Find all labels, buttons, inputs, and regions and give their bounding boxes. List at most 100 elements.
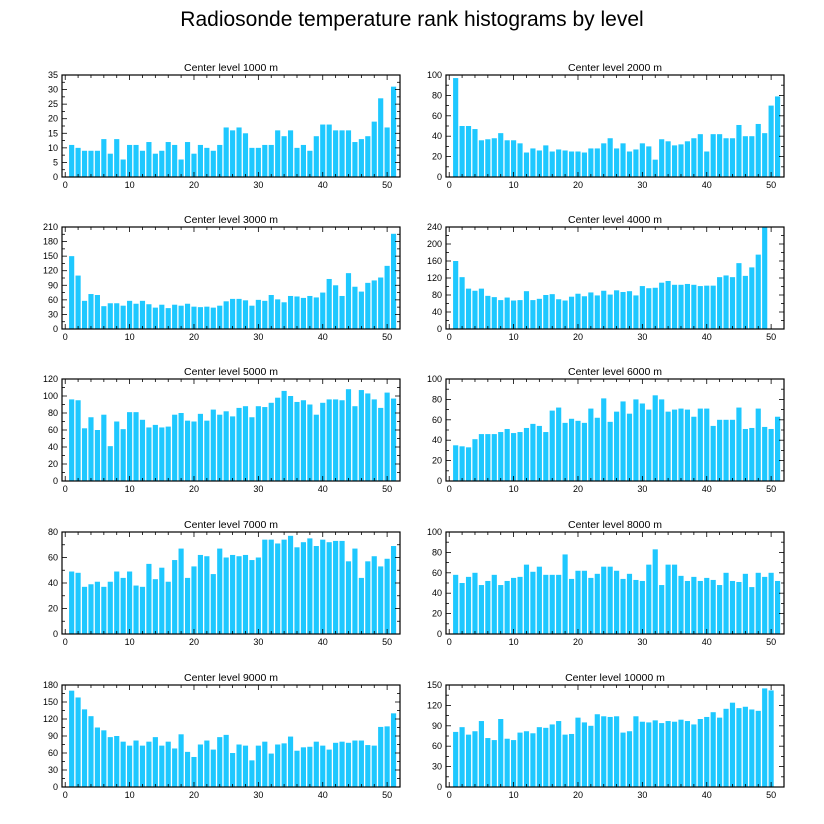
bar [639,580,645,634]
bar [453,731,459,787]
bar [472,572,478,634]
y-tick-label: 60 [432,111,442,121]
x-tick-label: 0 [63,790,68,800]
bar [562,554,568,634]
bar [478,721,484,787]
bar [523,291,530,329]
bar [230,554,236,634]
x-tick-label: 30 [253,484,263,494]
bar [178,413,184,481]
x-tick-label: 10 [509,332,519,342]
bar [178,305,184,329]
bar [94,581,100,634]
bar [204,556,210,634]
bar [517,576,523,634]
bar [504,738,510,787]
y-tick-label: 120 [43,266,58,276]
bar [94,727,100,787]
bar [710,712,716,787]
y-tick-label: 150 [43,697,58,707]
bar [230,298,236,329]
bar [543,727,549,787]
bar [184,577,191,634]
bar [762,576,768,634]
x-tick-label: 40 [318,790,328,800]
bar [498,719,504,787]
bar [511,740,517,787]
bar [697,408,703,481]
bar [242,745,249,787]
x-tick-label: 20 [573,637,583,647]
bar [197,554,203,634]
y-tick-label: 120 [43,714,58,724]
y-tick-label: 240 [427,222,442,232]
x-tick-label: 0 [63,484,68,494]
x-tick-label: 10 [509,637,519,647]
bar [390,398,397,481]
bar [197,307,203,329]
bar [210,574,216,634]
bar [184,142,191,177]
bar [755,572,761,634]
bar [217,548,223,634]
bar [736,708,742,787]
bar [717,134,723,177]
bar [345,561,352,634]
bar [465,126,472,177]
bar [378,407,384,481]
x-tick-label: 0 [447,180,452,190]
bar [101,730,107,787]
x-tick-label: 40 [318,484,328,494]
x-tick-label: 50 [382,637,392,647]
bar [568,733,575,787]
bar [614,411,620,481]
x-tick-label: 50 [766,637,776,647]
bar [320,124,326,177]
y-tick-label: 90 [432,721,442,731]
bar [556,407,562,481]
bar [478,140,484,177]
bar [172,144,178,177]
x-tick-label: 40 [318,637,328,647]
y-tick-label: 40 [48,442,58,452]
bar [511,140,517,177]
bar [313,136,319,177]
bar [114,303,120,329]
bar [626,573,633,634]
bar [81,586,88,634]
bar [665,564,671,634]
bar [459,727,465,787]
panel-title: Center level 6000 m [568,366,662,378]
bar [543,432,549,481]
bar [107,737,113,787]
bar [320,292,326,329]
y-tick-label: 0 [53,782,58,792]
bar [678,284,684,329]
y-tick-label: 80 [432,290,442,300]
bar [358,139,364,177]
bar [453,445,459,481]
bar [581,570,587,634]
bar [684,141,690,177]
bar [736,263,742,330]
bar [639,286,645,329]
bar [197,744,203,787]
bar [255,406,261,481]
bar [345,130,352,177]
y-tick-label: 20 [48,459,58,469]
bar [742,275,748,330]
y-tick-label: 120 [43,374,58,384]
y-tick-label: 100 [427,70,442,80]
bar [620,143,626,177]
bar [665,280,671,329]
bar [139,150,146,177]
bar [339,741,345,787]
bar [704,285,710,329]
bar [184,420,191,481]
bar [453,261,459,329]
bar [543,145,549,177]
x-tick-label: 40 [702,484,712,494]
bar [556,299,562,329]
bar [774,96,781,177]
x-tick-label: 50 [766,484,776,494]
